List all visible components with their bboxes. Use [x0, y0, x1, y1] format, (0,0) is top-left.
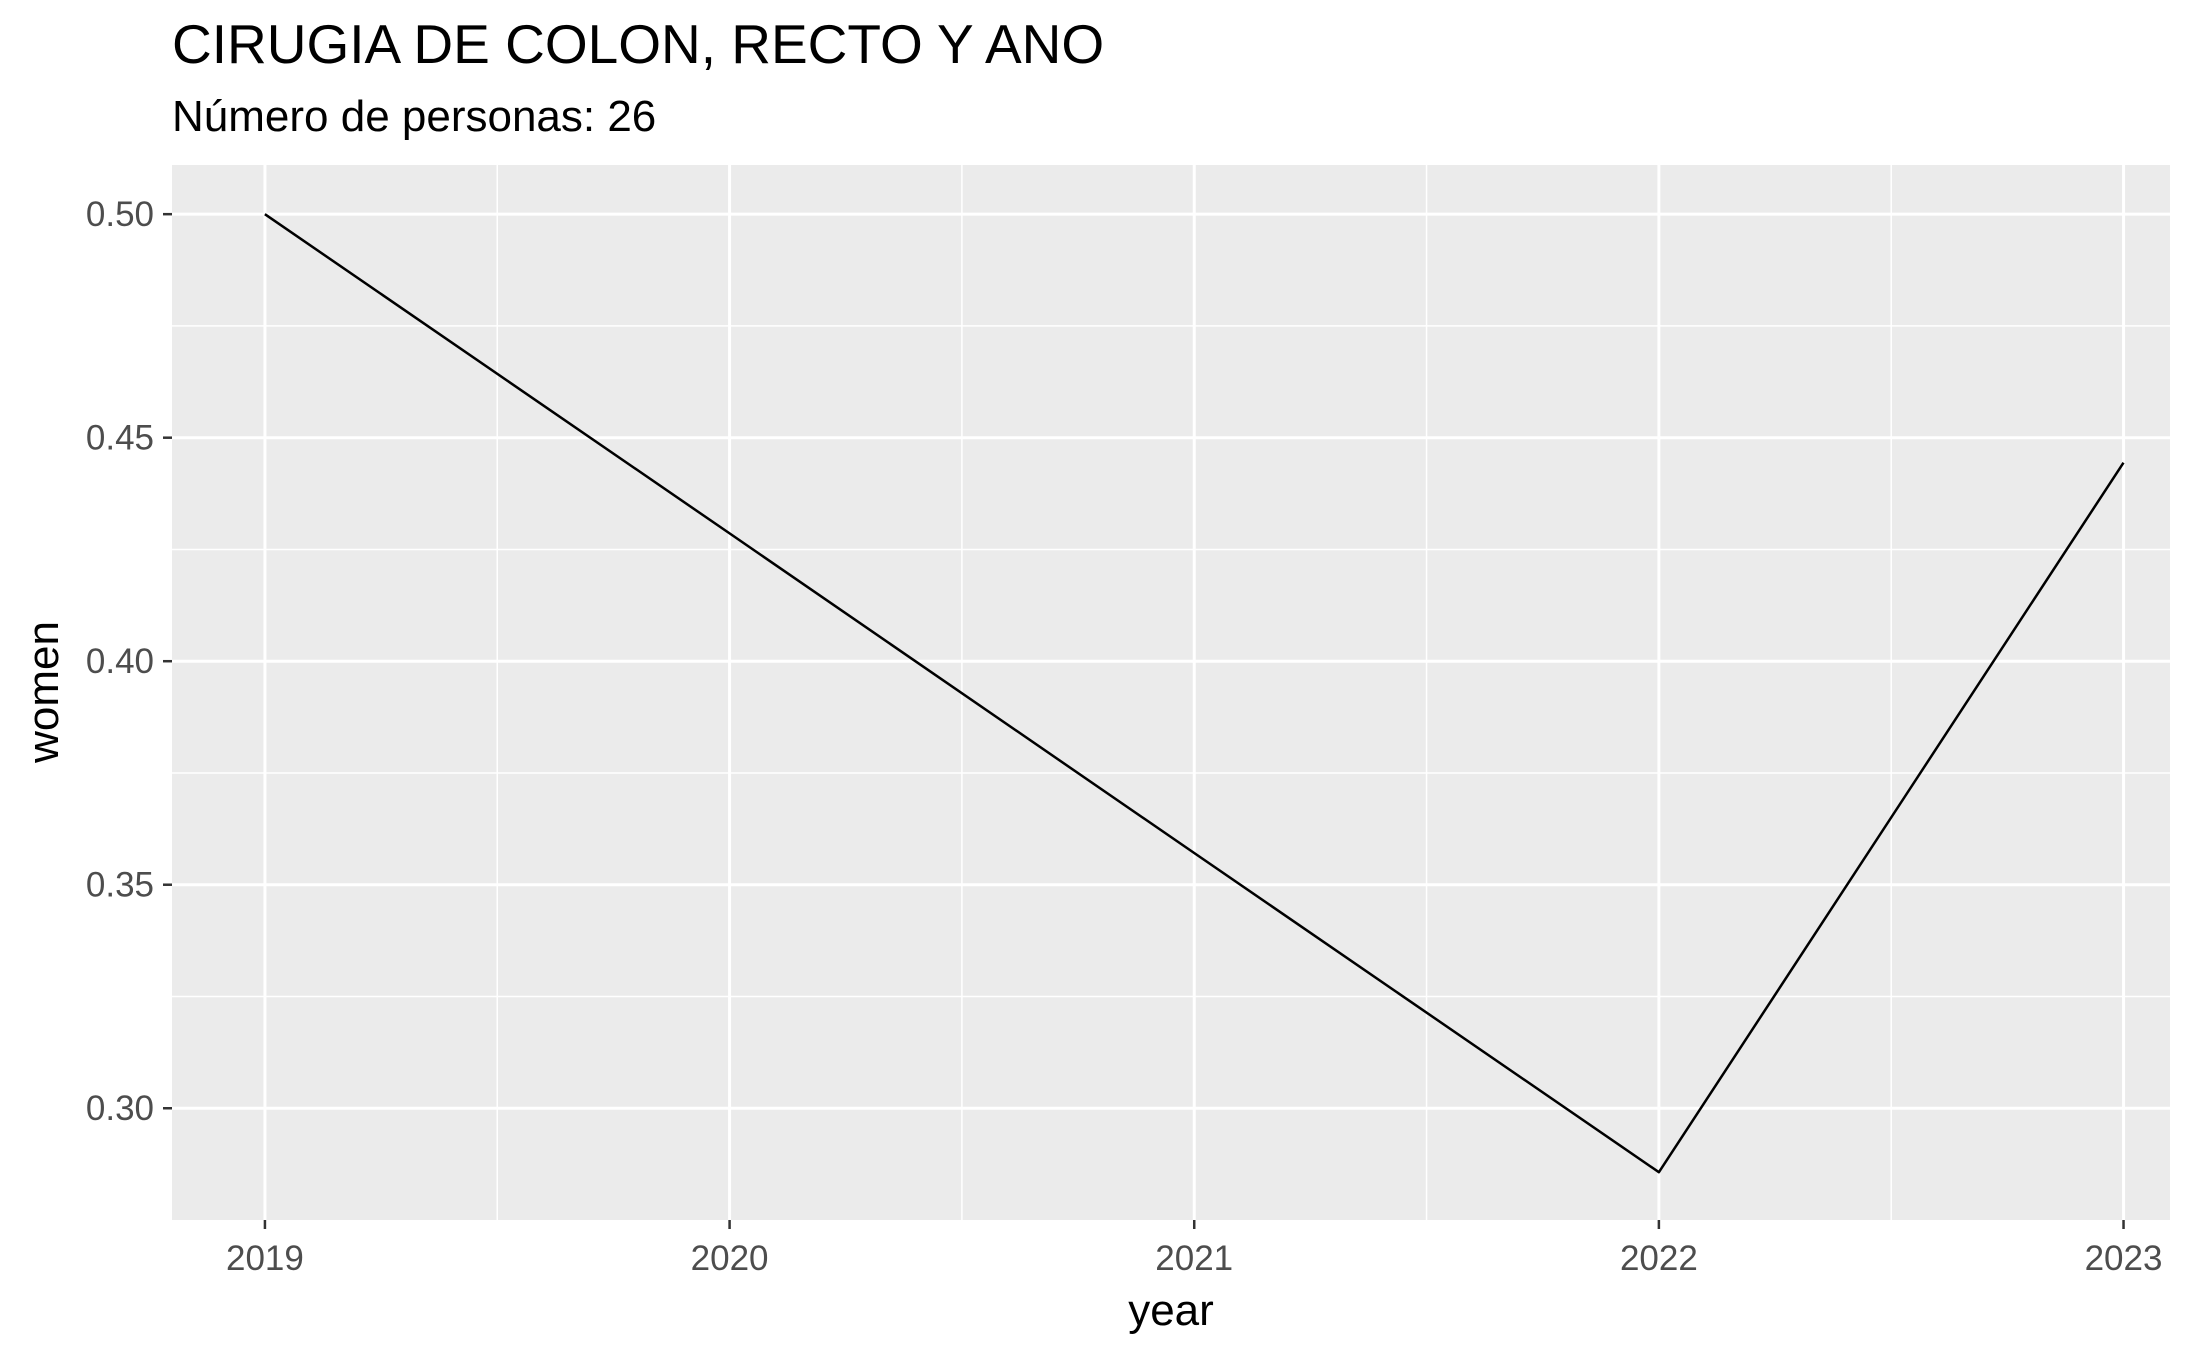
minor-grid — [172, 165, 2170, 1220]
chart-title: CIRUGIA DE COLON, RECTO Y ANO — [172, 13, 1104, 75]
major-grid — [172, 165, 2170, 1220]
x-tick-label: 2019 — [226, 1239, 304, 1278]
x-axis-title: year — [1128, 1286, 1214, 1335]
y-tick-label: 0.35 — [86, 866, 154, 905]
plot-panel — [172, 165, 2170, 1220]
y-tick-label: 0.30 — [86, 1089, 154, 1128]
chart-subtitle: Número de personas: 26 — [172, 92, 656, 141]
series-line — [264, 213, 2125, 1174]
y-tick-label: 0.50 — [86, 195, 154, 234]
x-tick-label: 2023 — [2085, 1239, 2163, 1278]
x-tick-label: 2022 — [1620, 1239, 1698, 1278]
x-tick-label: 2021 — [1155, 1239, 1233, 1278]
series-layer — [264, 213, 2125, 1174]
y-axis-title: women — [19, 621, 68, 764]
y-tick-label: 0.40 — [86, 642, 154, 681]
y-axis: 0.30 0.35 0.40 0.45 0.50 — [86, 195, 172, 1128]
x-axis: 2019 2020 2021 2022 2023 — [226, 1220, 2162, 1278]
y-tick-label: 0.45 — [86, 419, 154, 458]
x-tick-label: 2020 — [691, 1239, 769, 1278]
